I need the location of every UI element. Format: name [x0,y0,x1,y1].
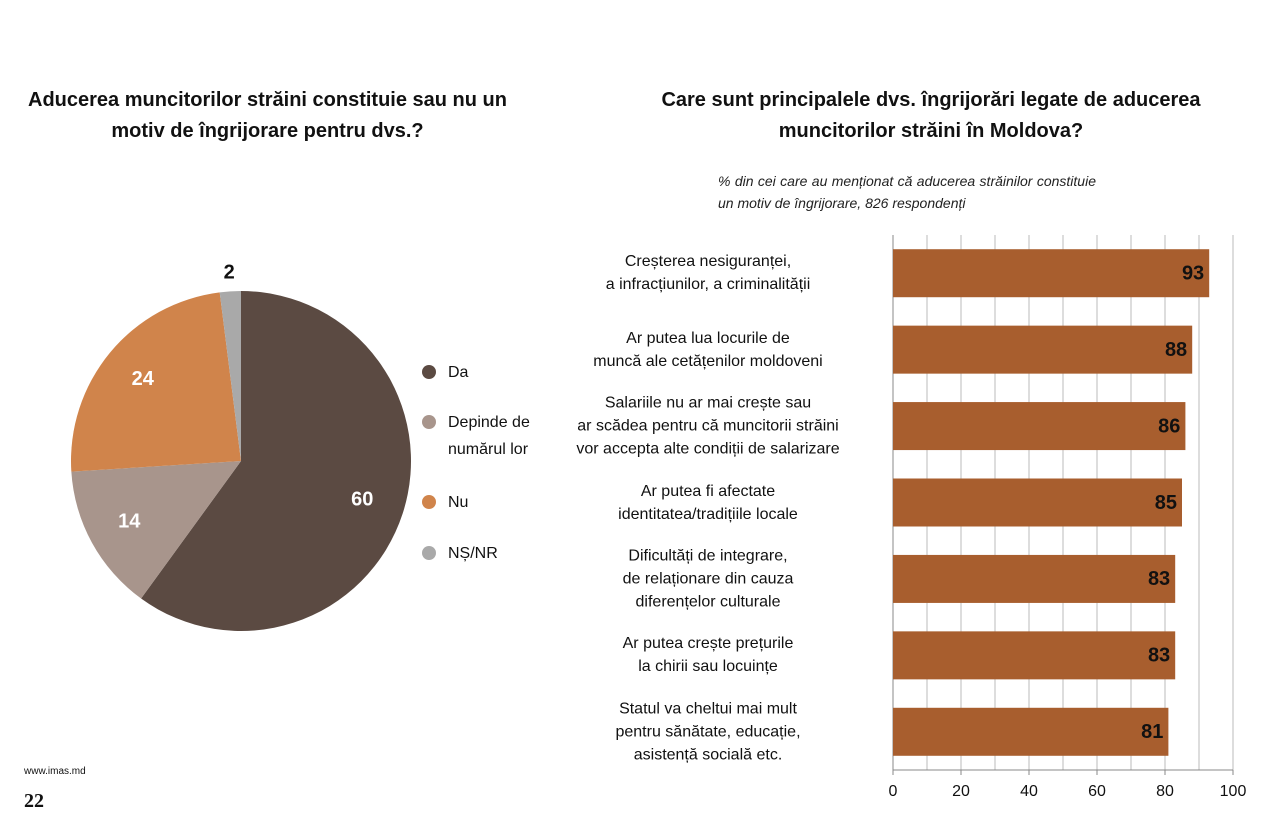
data-label: 2 [224,262,235,284]
legend-label: Nu [448,494,469,511]
category-label: Dificultăți de integrare, de relaționare… [622,547,794,611]
pie-slice [71,461,242,599]
page-number: 22 [24,790,44,812]
data-label: 93 [1182,262,1204,284]
category-label: Statul va cheltui mai mult pentru sănăta… [615,700,801,764]
pie-slice [219,291,241,461]
data-label: 83 [1148,645,1170,667]
category-label: Ar putea lua locurile de muncă ale cetăț… [593,329,823,370]
bar [893,402,1186,451]
data-label: 86 [1158,415,1180,437]
legend-label: NȘ/NR [448,545,498,562]
footer-source: www.imas.md [24,766,86,777]
pie-slice [71,292,241,472]
category-label: Creșterea nesiguranței, a infracțiunilor… [605,253,811,294]
data-label: 14 [118,511,141,533]
data-label: 81 [1141,721,1163,743]
bar [893,554,1176,603]
legend-marker [422,546,436,560]
x-tick-label: 100 [1220,783,1247,800]
bar [893,325,1193,374]
bar-title: Care sunt principalele dvs. îngrijorări … [661,89,1201,142]
bar [893,631,1176,680]
legend-marker [422,495,436,509]
data-label: 83 [1148,568,1170,590]
legend-marker [422,415,436,429]
pie-title: Aducerea muncitorilor străini constituie… [28,89,507,142]
legend-marker [422,365,436,379]
category-label: Salariile nu ar mai crește sau ar scădea… [576,394,840,458]
bar [893,707,1169,756]
bar [893,249,1210,298]
x-tick-label: 60 [1088,783,1106,800]
data-label: 60 [351,489,373,511]
x-tick-label: 20 [952,783,970,800]
x-tick-label: 0 [889,783,898,800]
bar [893,478,1182,527]
data-label: 85 [1155,492,1177,514]
legend-label: Depinde de numărul lor [448,414,530,458]
category-label: Ar putea fi afectate identitatea/tradiți… [618,482,798,523]
legend-label: Da [448,364,469,381]
x-tick-label: 40 [1020,783,1038,800]
category-label: Ar putea crește prețurile la chirii sau … [622,635,794,676]
bar-subtitle: % din cei care au menționat că aducerea … [718,173,1096,211]
data-label: 88 [1165,339,1187,361]
x-tick-label: 80 [1156,783,1174,800]
data-label: 24 [132,368,155,390]
pie-slice [141,291,412,631]
